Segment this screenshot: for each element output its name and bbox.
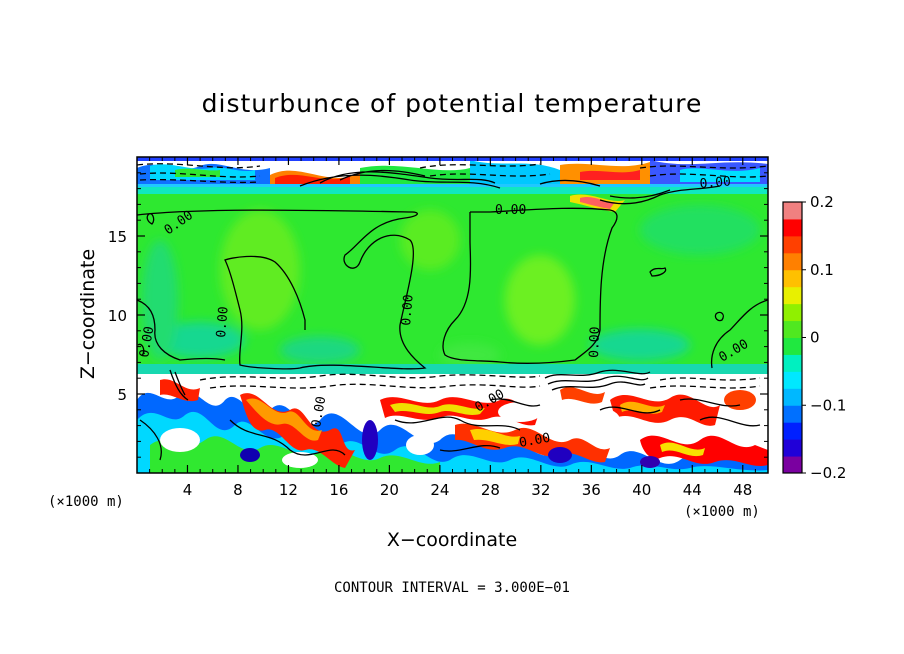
lower-solid-contours [139,369,761,461]
y-tick-label: 15 [108,228,127,246]
contour-label: 0.00 [699,174,732,192]
contour-label: 0.00 [518,431,551,451]
x-tick-label: 20 [380,481,399,499]
y-axis: 5 10 15 [108,172,768,458]
colorbar-tick-label: 0.2 [810,193,834,211]
chart-title: disturbunce of potential temperature [202,89,703,118]
zero-contour-left [137,299,226,361]
x-tick-label: 32 [531,481,550,499]
x-tick-label: 40 [632,481,651,499]
colorbar-tick-label: −0.2 [810,464,846,482]
colorbar [782,201,803,474]
x-tick-label: 16 [329,481,348,499]
colorbar-tick-label: 0.1 [810,261,834,279]
x-unit-left: (×1000 m) [48,494,124,510]
colorbar-swatch [783,354,802,372]
plot-area: 0.00 0.00 0.00 0.00 0.00 0.00 0.00 0.00 … [137,157,768,473]
colorbar-swatch [783,218,802,237]
colorbar-swatch [783,371,802,389]
contour-label: 0.00 [399,294,417,327]
x-tick-label: 28 [481,481,500,499]
x-unit-right: (×1000 m) [684,504,760,520]
x-tick-label: 48 [733,481,752,499]
colorbar-tick-label: 0 [810,329,820,347]
colorbar-swatch [783,286,802,305]
contour-lines [137,163,768,461]
colorbar-swatch [783,439,802,457]
mid-layer-lower-edge [137,364,768,374]
contour-label: 0.00 [495,203,526,218]
contour-label: 0.00 [309,395,329,428]
zero-contour-far-right [710,299,768,369]
contour-label: 0.00 [214,306,232,339]
x-tick-label: 8 [233,481,243,499]
colorbar-tick-label: −0.1 [810,396,846,414]
contour-label: 0.00 [137,325,157,358]
zero-contour-right [442,207,618,364]
zero-contour-main [137,209,427,370]
colorbar-swatch [783,388,802,406]
x-axis: 4 8 12 16 20 24 28 32 36 40 44 48 [149,157,756,499]
upper-dashed-contours [137,163,768,184]
upper-solid-contours [299,169,721,205]
y-tick-label: 5 [117,386,127,404]
mid-layer-top-line [137,184,768,187]
lower-band [137,374,768,473]
colorbar-swatch [783,456,802,474]
contour-label: 0.00 [587,326,603,358]
colorbar-swatch [783,202,802,220]
lower-dashed-contours [199,373,761,389]
colorbar-swatch [783,303,802,322]
x-tick-label: 12 [279,481,298,499]
small-closed-contours [137,213,724,357]
mid-layer-upper-edge [137,186,768,194]
colorbar-swatch [783,269,802,288]
contour-interval-note: CONTOUR INTERVAL = 3.000E−01 [334,580,570,596]
colorbar-swatch [783,320,802,338]
x-tick-label: 24 [430,481,449,499]
colorbar-swatch [783,252,802,271]
x-tick-label: 44 [683,481,702,499]
colorbar-swatch [783,235,802,254]
y-tick-label: 10 [108,307,127,325]
y-axis-label: Z−coordinate [77,249,99,379]
x-axis-label: X−coordinate [387,529,517,551]
x-tick-label: 4 [183,481,193,499]
colorbar-swatch [783,337,802,355]
x-tick-label: 36 [582,481,601,499]
colorbar-swatch [783,422,802,440]
colorbar-ticks: 0.2 0.1 0 −0.1 −0.2 [802,193,846,482]
colorbar-swatch [783,405,802,423]
